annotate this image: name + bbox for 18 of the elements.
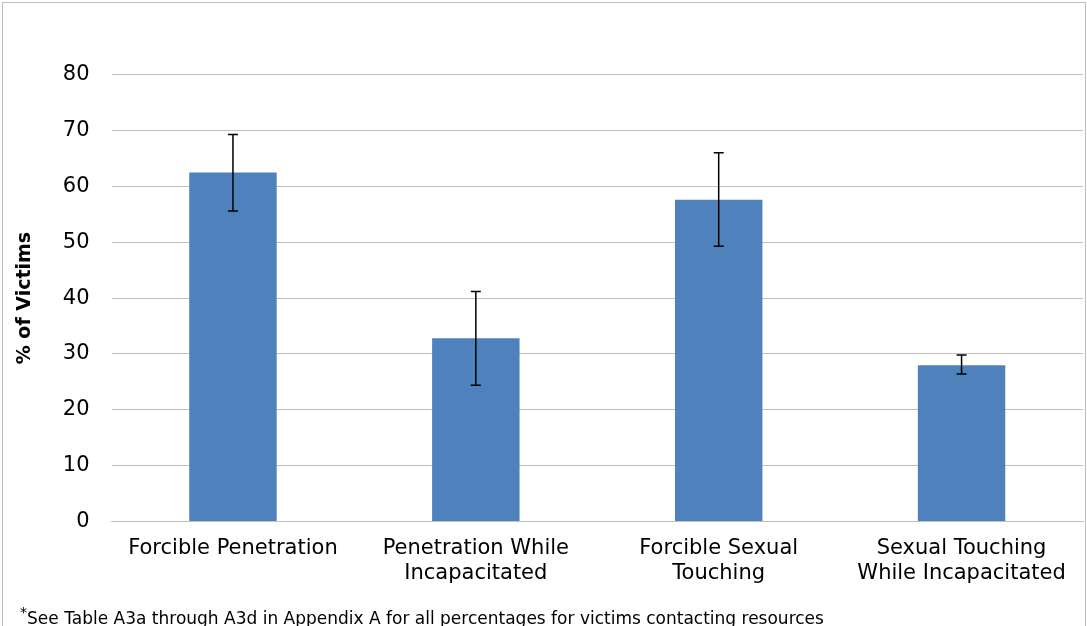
x-tick-label: Forcible Sexual Touching bbox=[639, 534, 799, 584]
y-tick-label: 0 bbox=[76, 508, 90, 533]
x-tick-label: Forcible Penetration bbox=[128, 534, 338, 559]
bar bbox=[674, 199, 763, 522]
y-tick-label: 30 bbox=[62, 340, 90, 365]
y-tick-label: 60 bbox=[62, 172, 90, 197]
y-tick-label: 80 bbox=[62, 61, 90, 86]
bar bbox=[917, 365, 1006, 522]
y-tick-label: 70 bbox=[62, 116, 90, 141]
y-tick-label: 20 bbox=[62, 396, 90, 421]
x-tick-label: Penetration While Incapacitated bbox=[382, 534, 570, 584]
bar bbox=[189, 172, 277, 522]
bar bbox=[432, 338, 520, 522]
y-tick-label: 40 bbox=[62, 284, 90, 309]
y-tick-label: 10 bbox=[62, 452, 90, 477]
y-axis-title: % of Victims bbox=[12, 231, 35, 365]
x-tick-label: Sexual Touching While Incapacitated bbox=[857, 534, 1066, 584]
y-tick-label: 50 bbox=[62, 228, 90, 253]
